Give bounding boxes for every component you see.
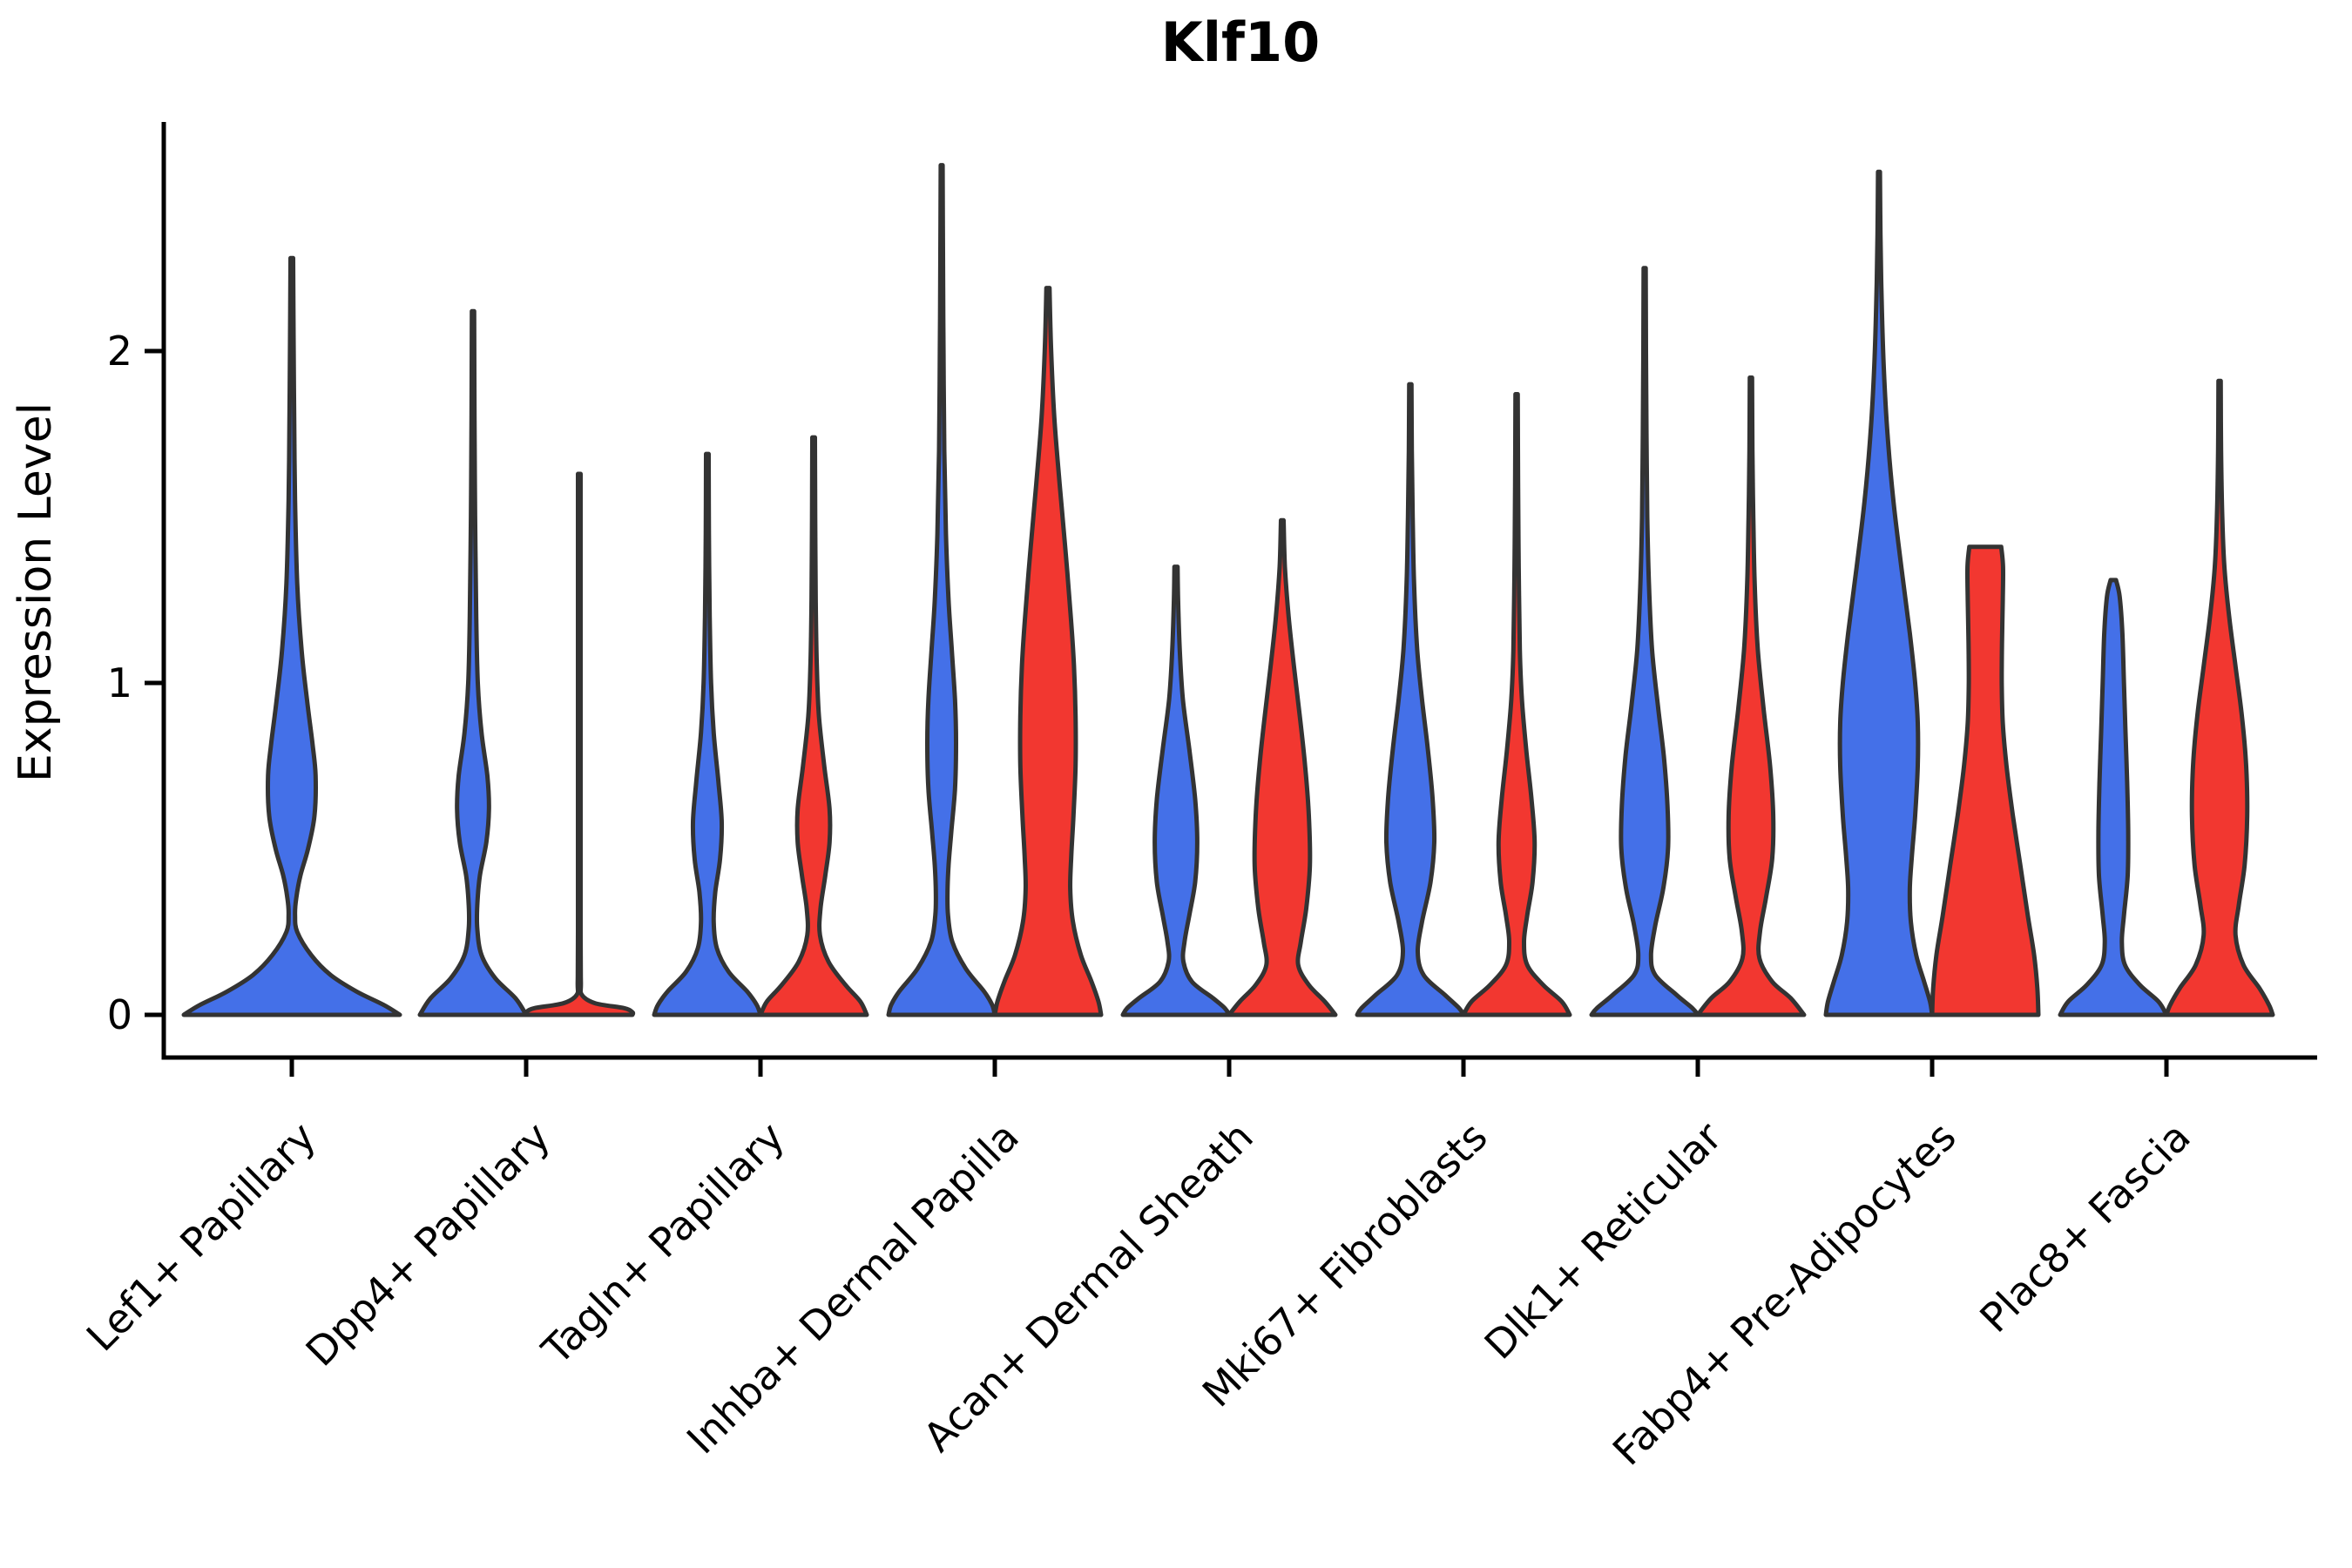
violin-plac8-fascia-red bbox=[2164, 378, 2275, 1017]
x-category-label-lef1-papillary: Lef1+ Papillary bbox=[78, 1113, 325, 1361]
x-category-label-tagln-papillary: Tagln+ Papillary bbox=[532, 1113, 794, 1375]
violins-group bbox=[181, 163, 2275, 1017]
axes: 0 1 2 bbox=[107, 122, 2317, 1077]
x-category-label-plac8-fascia: Plac8+ Fascia bbox=[1970, 1113, 2199, 1342]
violin-dlk1-reticular-red bbox=[1695, 375, 1807, 1017]
chart-title: Klf10 bbox=[1161, 10, 1321, 74]
violin-inhba-dermal-papilla-blue bbox=[886, 163, 997, 1017]
violin-tagln-papillary-red bbox=[758, 435, 869, 1017]
violin-lef1-papillary-blue bbox=[181, 255, 402, 1017]
y-tick-label: 1 bbox=[107, 659, 132, 706]
violin-dpp4-papillary-blue bbox=[417, 308, 529, 1017]
y-tick-label: 2 bbox=[107, 328, 132, 375]
x-category-label-dpp4-papillary: Dpp4+ Papillary bbox=[297, 1113, 559, 1375]
violin-dlk1-reticular-blue bbox=[1589, 266, 1700, 1017]
violin-mki67-fibroblasts-blue bbox=[1355, 382, 1466, 1017]
violin-fabp4-pre-adipocytes-red bbox=[1930, 544, 2041, 1017]
y-tick-label: 0 bbox=[107, 991, 132, 1038]
violin-inhba-dermal-papilla-red bbox=[992, 286, 1104, 1017]
violin-plac8-fascia-blue bbox=[2058, 578, 2169, 1017]
x-category-label-dlk1-reticular: Dlk1+ Reticular bbox=[1476, 1113, 1731, 1369]
violin-tagln-papillary-blue bbox=[652, 451, 763, 1017]
violin-dpp4-papillary-red bbox=[523, 471, 636, 1017]
violin-acan-dermal-sheath-red bbox=[1227, 517, 1338, 1017]
y-axis-label: Expression Level bbox=[10, 402, 62, 782]
violin-mki67-fibroblasts-red bbox=[1461, 392, 1572, 1017]
violin-fabp4-pre-adipocytes-blue bbox=[1823, 169, 1935, 1017]
violin-acan-dermal-sheath-blue bbox=[1120, 564, 1232, 1017]
